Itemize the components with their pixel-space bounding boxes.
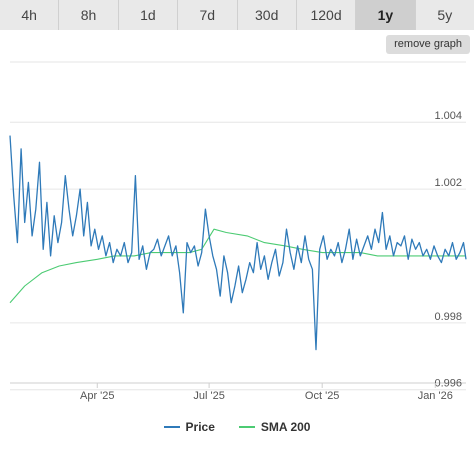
legend-label-price: Price: [185, 420, 215, 434]
y-tick-label: 1.004: [434, 110, 462, 122]
time-range-tabs: 4h 8h 1d 7d 30d 120d 1y 5y: [0, 0, 474, 30]
tab-8h[interactable]: 8h: [59, 0, 119, 30]
chart-legend: Price SMA 200: [0, 420, 474, 434]
x-tick-labels: Apr '25 Jul '25 Oct '25 Jan '26: [80, 383, 453, 402]
y-tick-label: 0.998: [434, 311, 462, 323]
tab-5y[interactable]: 5y: [415, 0, 474, 30]
tab-30d[interactable]: 30d: [237, 0, 297, 30]
x-tick-label: Jan '26: [418, 390, 453, 402]
grid-lines: [10, 61, 466, 391]
y-tick-labels: 1.004 1.002 0.998 0.996: [434, 110, 462, 390]
series-lines: [9, 135, 467, 351]
legend-label-sma-200: SMA 200: [260, 420, 311, 434]
y-tick-label: 1.002: [434, 177, 462, 189]
x-tick-label: Jul '25: [193, 390, 224, 402]
y-tick-label: 0.996: [434, 378, 462, 390]
x-tick-label: Oct '25: [305, 390, 340, 402]
tab-7d[interactable]: 7d: [178, 0, 238, 30]
legend-swatch-price: [163, 426, 180, 428]
tab-120d[interactable]: 120d: [296, 0, 357, 30]
legend-swatch-sma-200: [238, 426, 255, 428]
legend-item-sma-200[interactable]: SMA 200: [238, 420, 311, 434]
x-tick-label: Apr '25: [80, 390, 115, 402]
sma-200-line: [9, 228, 466, 304]
remove-graph-button[interactable]: remove graph: [386, 35, 470, 54]
legend-item-price[interactable]: Price: [163, 420, 215, 434]
tab-4h[interactable]: 4h: [0, 0, 60, 30]
tab-1y[interactable]: 1y: [356, 0, 416, 30]
price-line: [9, 135, 467, 351]
tab-1d[interactable]: 1d: [118, 0, 179, 30]
